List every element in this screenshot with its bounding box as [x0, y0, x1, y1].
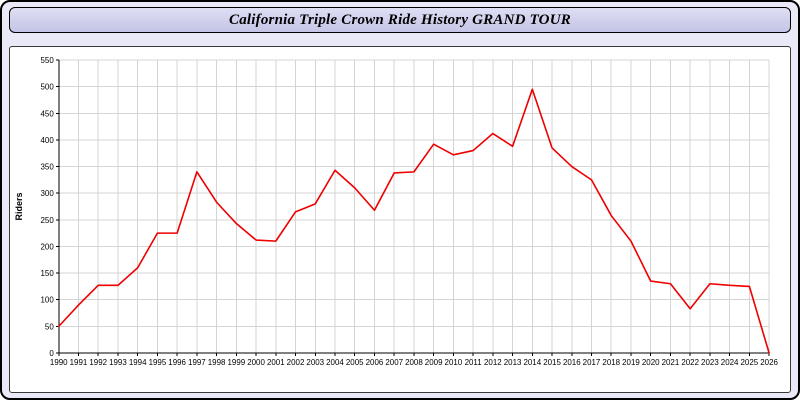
svg-text:2004: 2004 — [326, 358, 344, 367]
svg-text:2016: 2016 — [563, 358, 581, 367]
chart-title-bar: California Triple Crown Ride History GRA… — [9, 7, 791, 33]
svg-text:300: 300 — [41, 189, 55, 198]
x-tick-labels: 1990 1991 1992 1993 1994 1995 1996 1997 1998 1999… — [50, 358, 779, 367]
svg-text:2018: 2018 — [602, 358, 620, 367]
svg-text:150: 150 — [41, 269, 55, 278]
svg-text:2011: 2011 — [465, 358, 483, 367]
svg-text:2009: 2009 — [425, 358, 443, 367]
svg-text:2024: 2024 — [721, 358, 739, 367]
svg-text:100: 100 — [41, 296, 55, 305]
svg-text:1993: 1993 — [109, 358, 127, 367]
svg-text:1992: 1992 — [89, 358, 107, 367]
svg-text:450: 450 — [41, 109, 55, 118]
svg-text:2002: 2002 — [287, 358, 305, 367]
svg-text:2000: 2000 — [247, 358, 265, 367]
svg-text:1994: 1994 — [129, 358, 147, 367]
y-tick-labels: 0 50 100 150 200 250 300 350 400 450 500 550 — [41, 56, 55, 358]
svg-text:2012: 2012 — [484, 358, 502, 367]
svg-text:1998: 1998 — [208, 358, 226, 367]
svg-text:50: 50 — [45, 322, 54, 331]
svg-text:2003: 2003 — [306, 358, 324, 367]
svg-text:1996: 1996 — [168, 358, 186, 367]
svg-text:500: 500 — [41, 83, 55, 92]
chart-panel: 0 50 100 150 200 250 300 350 400 450 500 550 1990 199… — [9, 46, 791, 393]
svg-text:1991: 1991 — [70, 358, 88, 367]
svg-text:2023: 2023 — [701, 358, 719, 367]
svg-text:1999: 1999 — [227, 358, 245, 367]
chart-line — [57, 88, 770, 354]
svg-text:2010: 2010 — [445, 358, 463, 367]
svg-text:400: 400 — [41, 136, 55, 145]
svg-text:250: 250 — [41, 216, 55, 225]
svg-text:2026: 2026 — [760, 358, 778, 367]
svg-text:2025: 2025 — [741, 358, 759, 367]
svg-text:2013: 2013 — [504, 358, 522, 367]
y-axis-title: Riders — [14, 192, 24, 220]
svg-text:200: 200 — [41, 242, 55, 251]
svg-text:2022: 2022 — [681, 358, 699, 367]
svg-text:0: 0 — [49, 349, 54, 358]
svg-text:350: 350 — [41, 163, 55, 172]
svg-text:1997: 1997 — [188, 358, 206, 367]
svg-text:550: 550 — [41, 56, 55, 65]
svg-text:2005: 2005 — [346, 358, 364, 367]
svg-text:2021: 2021 — [662, 358, 680, 367]
axes — [55, 59, 770, 356]
svg-text:2008: 2008 — [405, 358, 423, 367]
svg-text:2015: 2015 — [543, 358, 561, 367]
svg-text:1990: 1990 — [50, 358, 68, 367]
grid — [58, 59, 770, 354]
svg-text:2001: 2001 — [267, 358, 285, 367]
svg-text:2014: 2014 — [523, 358, 541, 367]
svg-text:2020: 2020 — [642, 358, 660, 367]
svg-text:1995: 1995 — [149, 358, 167, 367]
svg-text:2007: 2007 — [385, 358, 403, 367]
chart-title: California Triple Crown Ride History GRA… — [229, 11, 571, 28]
svg-text:2019: 2019 — [622, 358, 640, 367]
svg-text:2006: 2006 — [366, 358, 384, 367]
svg-text:2017: 2017 — [583, 358, 601, 367]
